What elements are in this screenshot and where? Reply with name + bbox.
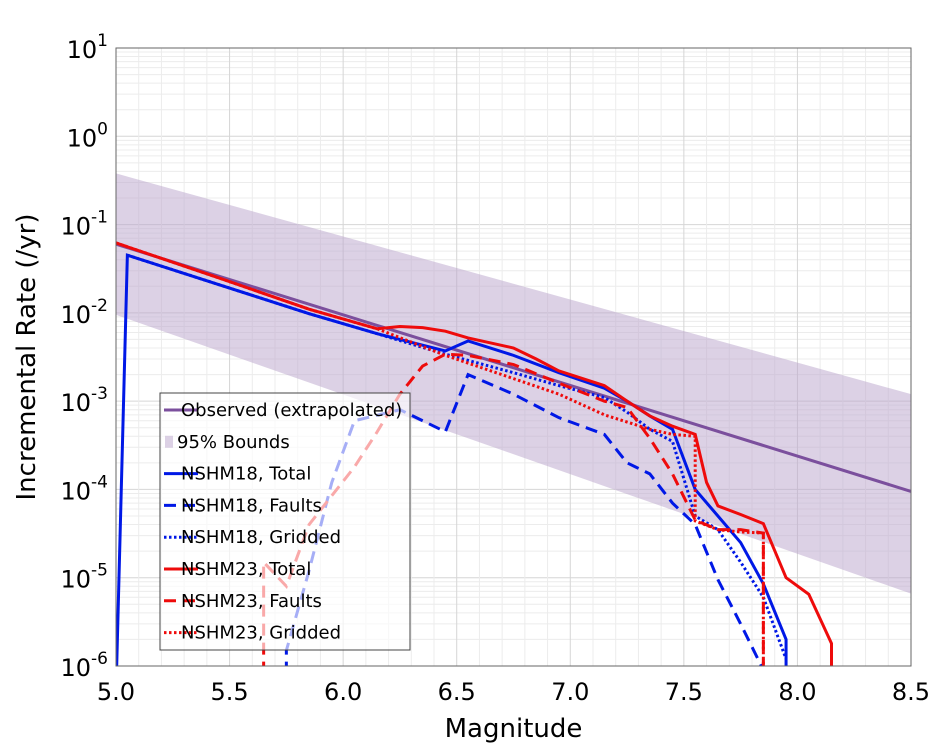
- x-tick-label: 5.0: [97, 678, 135, 706]
- y-tick-label: 10-6: [61, 649, 109, 682]
- series-line-5: [116, 241, 833, 666]
- legend-label: NSHM18, Total: [181, 464, 311, 485]
- y-tick-label: 10-2: [61, 296, 109, 329]
- series-line-7: [116, 241, 765, 666]
- y-tick-label: 10-3: [61, 384, 109, 417]
- y-tick-label: 10-1: [61, 208, 109, 241]
- legend-label: Observed (extrapolated): [181, 400, 402, 421]
- legend-label: NSHM23, Faults: [181, 591, 322, 612]
- legend-label: 95% Bounds: [177, 432, 290, 453]
- x-tick-label: 8.5: [892, 678, 930, 706]
- legend-label: NSHM23, Gridded: [181, 623, 341, 644]
- series-line-1: [116, 242, 911, 493]
- x-tick-label: 8.0: [778, 678, 816, 706]
- y-tick-label: 10-4: [61, 472, 109, 505]
- legend-box: [159, 392, 411, 651]
- legend-label: NSHM23, Total: [181, 559, 311, 580]
- x-tick-label: 7.5: [665, 678, 703, 706]
- y-tick-label: 10-5: [61, 561, 109, 594]
- band-layer: [116, 173, 911, 594]
- x-axis-title: Magnitude: [445, 714, 583, 744]
- y-axis-title: Incremental Rate (/yr): [12, 214, 42, 501]
- bounds-band: [116, 173, 911, 594]
- x-tick-label: 6.0: [324, 678, 362, 706]
- legend-label: NSHM18, Faults: [181, 495, 322, 516]
- x-tick-label: 5.5: [210, 678, 248, 706]
- tick-layer: 5.0 5.5 6.0 6.5 7.0 7.5 8.0 8.5 101 100 10-1 10-2 10…: [61, 31, 931, 706]
- legend-label: NSHM18, Gridded: [181, 527, 341, 548]
- x-tick-label: 6.5: [438, 678, 476, 706]
- legend-band-swatch: [165, 435, 173, 448]
- plot-frame: [115, 47, 912, 667]
- legend: Observed (extrapolated) 95% Bounds NSHM18,…: [159, 392, 411, 651]
- y-tick-label: 101: [67, 31, 108, 64]
- y-tick-label: 100: [67, 119, 108, 152]
- x-tick-label: 7.0: [551, 678, 589, 706]
